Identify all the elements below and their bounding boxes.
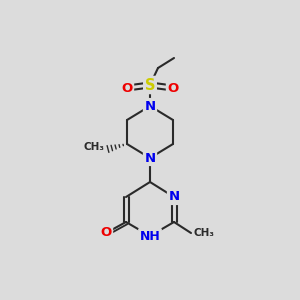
Text: CH₃: CH₃: [84, 142, 105, 152]
Text: N: N: [168, 190, 180, 203]
Text: NH: NH: [140, 230, 160, 242]
Text: O: O: [100, 226, 112, 239]
Text: O: O: [122, 82, 133, 94]
Text: O: O: [167, 82, 178, 94]
Text: N: N: [144, 152, 156, 164]
Text: N: N: [144, 100, 156, 112]
Text: S: S: [145, 77, 155, 92]
Text: CH₃: CH₃: [193, 228, 214, 238]
